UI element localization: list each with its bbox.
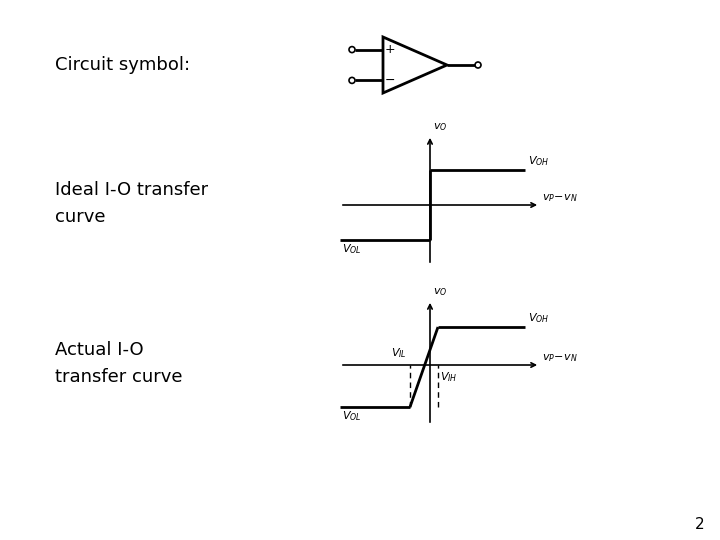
Text: −: −: [384, 74, 395, 87]
Text: 2: 2: [696, 517, 705, 532]
Text: $V_{OL}$: $V_{OL}$: [342, 409, 361, 423]
Text: Actual I-O: Actual I-O: [55, 341, 143, 359]
Text: $v_P\!-\!v_N$: $v_P\!-\!v_N$: [542, 352, 578, 364]
Text: $V_{OH}$: $V_{OH}$: [528, 311, 549, 325]
Text: Ideal I-O transfer: Ideal I-O transfer: [55, 181, 208, 199]
Text: $v_O$: $v_O$: [433, 121, 447, 133]
Text: $V_{IH}$: $V_{IH}$: [440, 370, 457, 384]
Text: $V_{OL}$: $V_{OL}$: [342, 242, 361, 256]
Text: curve: curve: [55, 208, 106, 226]
Text: Circuit symbol:: Circuit symbol:: [55, 56, 190, 74]
Text: $V_{OH}$: $V_{OH}$: [528, 154, 549, 168]
Text: $v_{P}\!-\!v_N$: $v_{P}\!-\!v_N$: [542, 192, 578, 204]
Text: +: +: [384, 43, 395, 56]
Text: $V_{IL}$: $V_{IL}$: [391, 346, 407, 360]
Text: transfer curve: transfer curve: [55, 368, 182, 386]
Text: $v_O$: $v_O$: [433, 286, 447, 298]
